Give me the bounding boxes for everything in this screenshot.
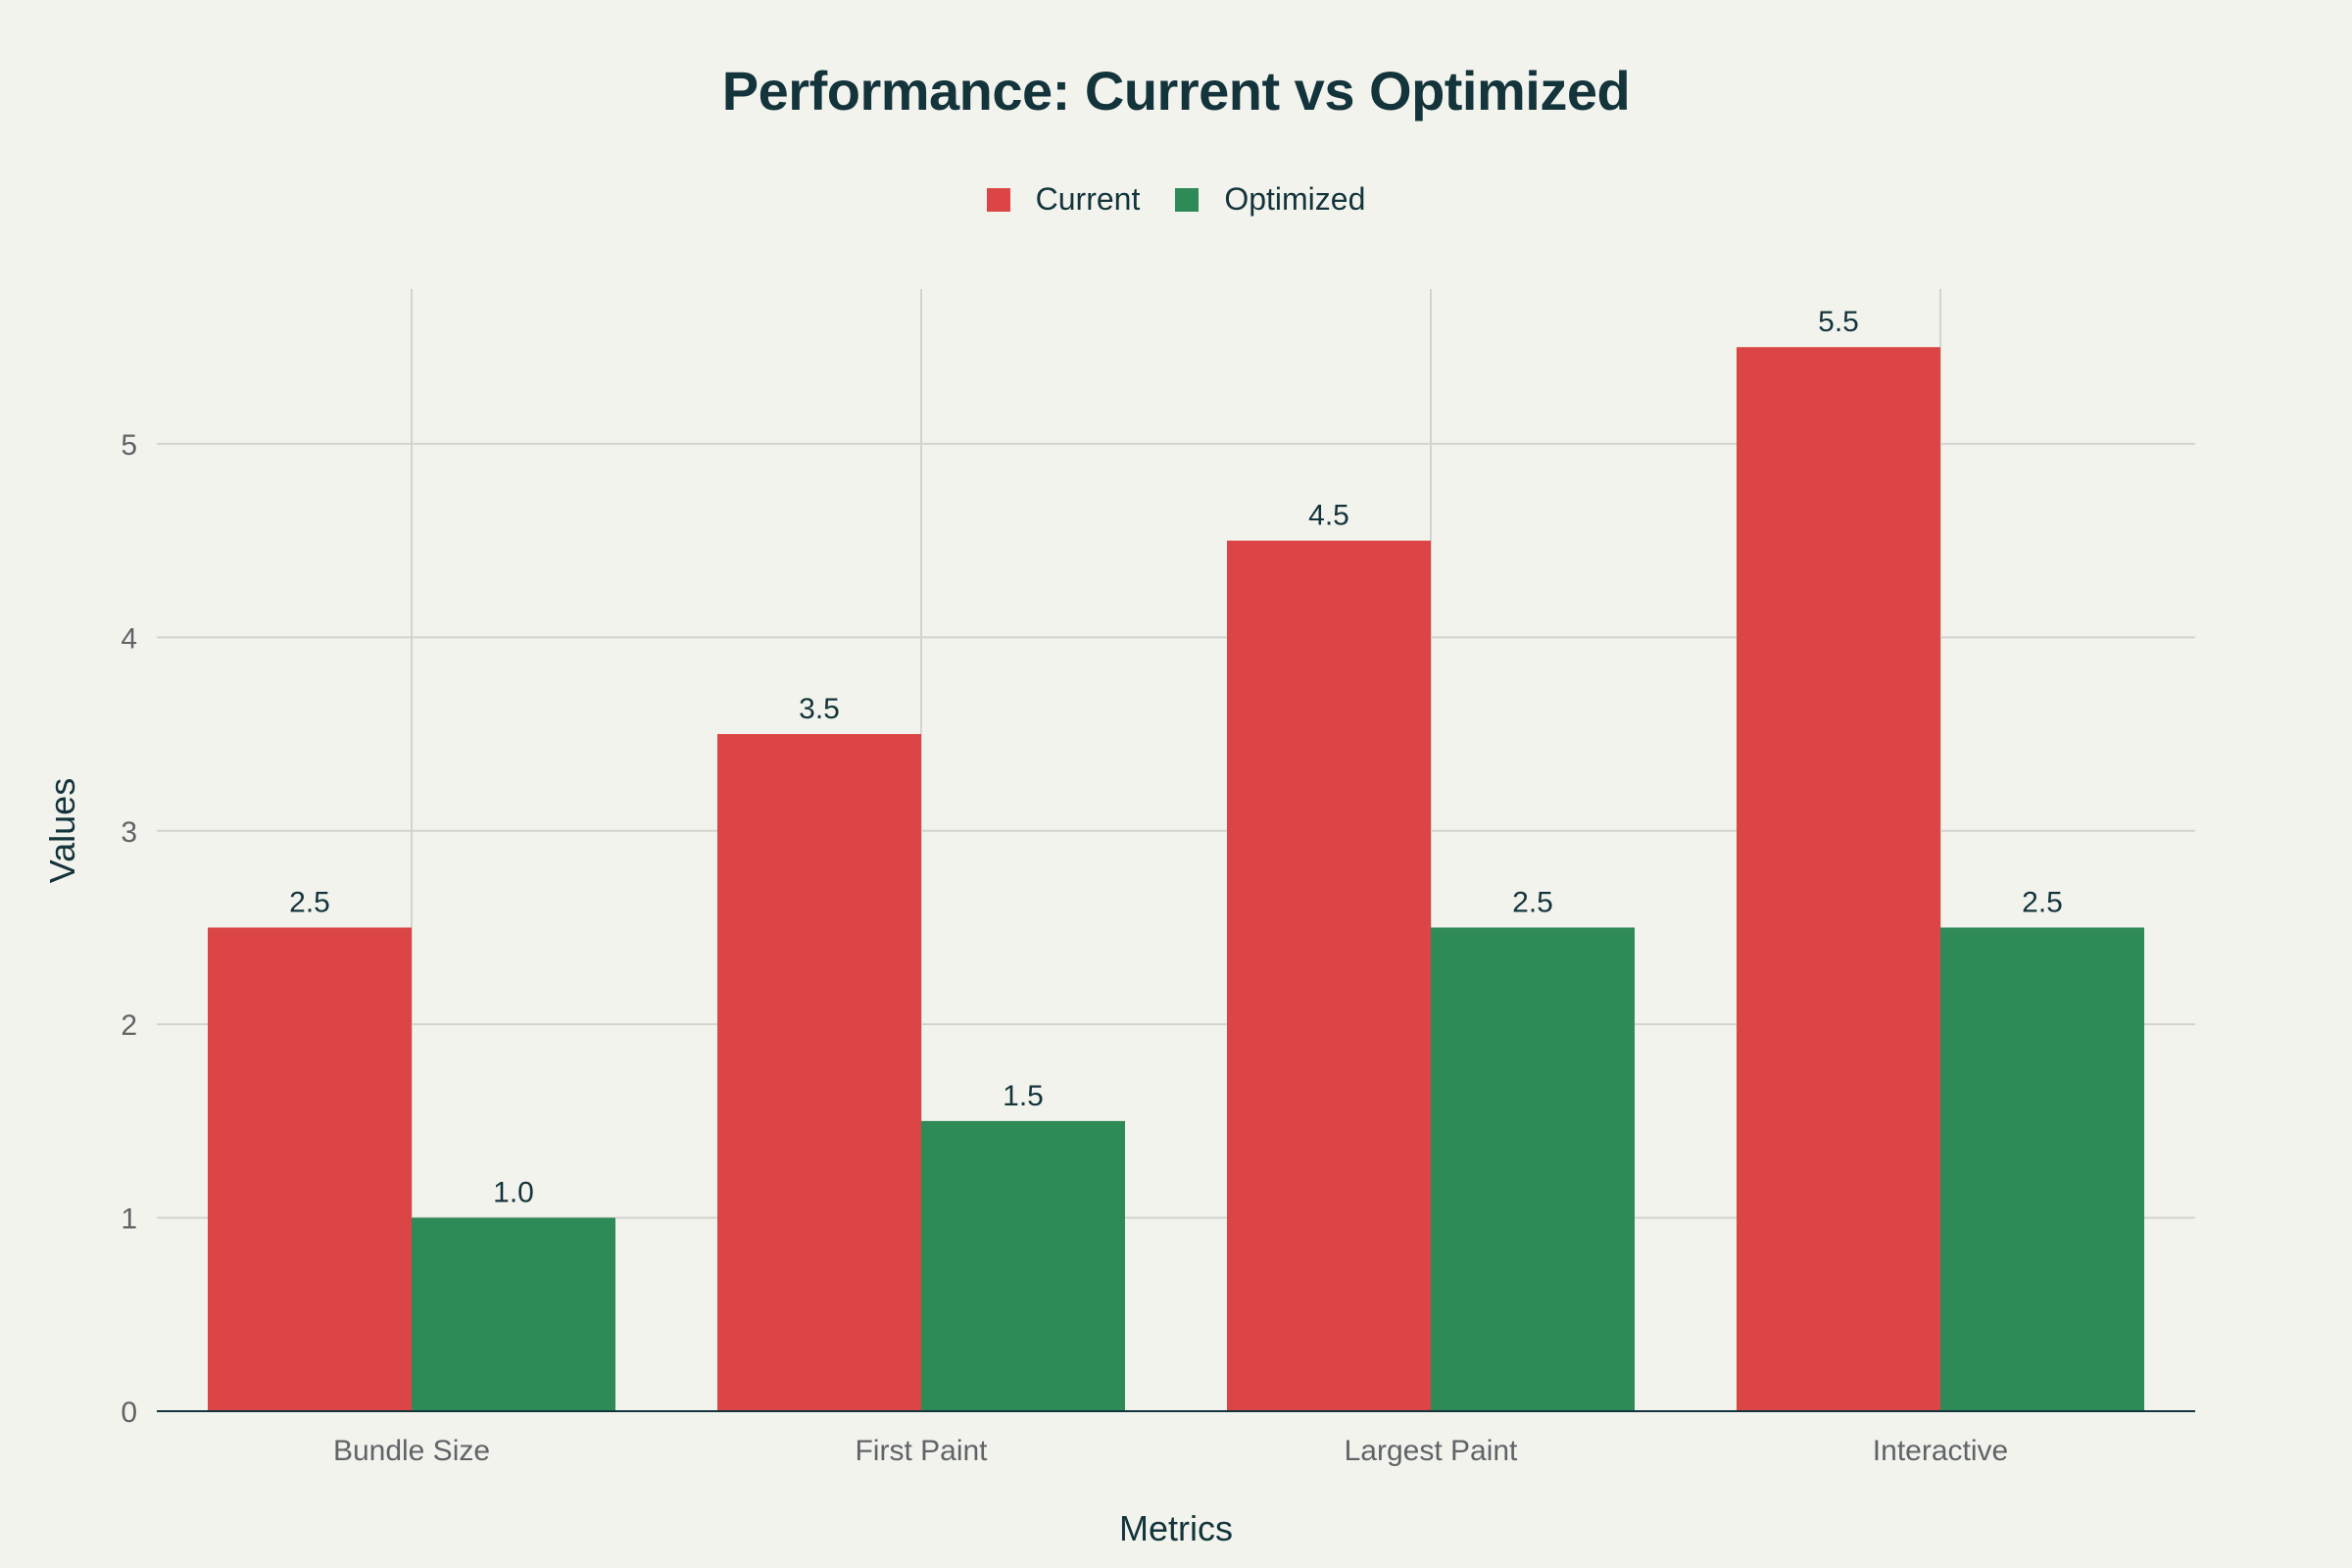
data-label: 1.0: [493, 1177, 534, 1209]
bars: [208, 347, 2144, 1412]
x-tick-label: Bundle Size: [333, 1435, 490, 1467]
legend-label-current: Current: [1035, 181, 1141, 217]
y-axis-title: Values: [42, 778, 82, 883]
bar-optimized-bundle-size[interactable]: [412, 1217, 615, 1411]
y-tick-label: 3: [121, 816, 137, 849]
data-label: 3.5: [799, 693, 840, 725]
data-label: 2.5: [2022, 886, 2063, 918]
data-label: 2.5: [289, 886, 330, 918]
legend-swatch-current: [986, 187, 1010, 212]
bar-current-first-paint[interactable]: [717, 734, 921, 1411]
x-tick-label: First Paint: [855, 1435, 988, 1467]
bar-current-largest-paint[interactable]: [1227, 540, 1431, 1411]
x-axis-title: Metrics: [1119, 1508, 1233, 1548]
y-tick-label: 5: [121, 429, 137, 462]
data-labels: 2.5 3.5 4.5 5.5 1.0 1.5 2.5 2.5: [289, 306, 2063, 1208]
chart-title: Performance: Current vs Optimized: [721, 60, 1631, 122]
bar-optimized-largest-paint[interactable]: [1431, 927, 1635, 1411]
legend-item-optimized[interactable]: Optimized: [1175, 181, 1365, 218]
legend-swatch-optimized: [1175, 187, 1200, 212]
data-label: 5.5: [1818, 306, 1859, 338]
x-tick-label: Interactive: [1873, 1435, 2008, 1467]
data-label: 4.5: [1308, 500, 1349, 532]
y-tick-label: 2: [121, 1009, 137, 1042]
y-tick-label: 4: [121, 622, 137, 655]
data-label: 1.5: [1003, 1080, 1044, 1112]
y-tick-label: 0: [121, 1396, 137, 1429]
legend: Current Optimized: [0, 181, 2352, 218]
bar-current-interactive[interactable]: [1737, 347, 1940, 1412]
x-tick-label: Largest Paint: [1345, 1435, 1518, 1467]
bar-current-bundle-size[interactable]: [208, 927, 412, 1411]
legend-label-optimized: Optimized: [1224, 181, 1366, 217]
axes: 0 1 2 3 4 5 Bundle Size First Paint Largest Pain…: [121, 429, 2195, 1467]
bar-optimized-interactive[interactable]: [1940, 927, 2144, 1411]
legend-item-current[interactable]: Current: [986, 181, 1141, 218]
data-label: 2.5: [1512, 886, 1553, 918]
bar-optimized-first-paint[interactable]: [921, 1120, 1125, 1411]
y-tick-label: 1: [121, 1203, 137, 1236]
